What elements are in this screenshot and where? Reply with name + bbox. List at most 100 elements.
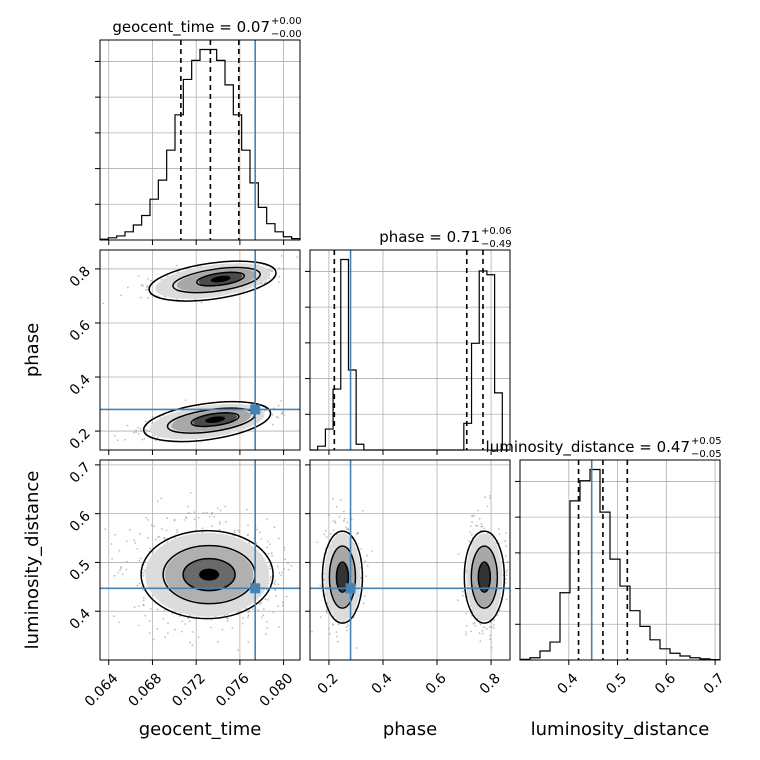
sample-point <box>140 284 143 286</box>
sample-point <box>197 636 200 638</box>
density-fill-inner <box>336 563 349 592</box>
sample-point <box>162 617 165 620</box>
sample-point <box>226 620 229 622</box>
sample-point <box>177 271 179 273</box>
sample-point <box>256 528 258 531</box>
sample-point <box>184 623 187 625</box>
sample-point <box>219 509 222 512</box>
histogram-luminosity_distance-bar <box>519 468 721 661</box>
sample-point <box>489 497 491 500</box>
title-luminosity_distance-main: luminosity_distance = 0.47 <box>486 438 690 457</box>
sample-point <box>144 420 147 423</box>
sample-point <box>329 533 332 535</box>
sample-point <box>237 529 240 532</box>
sample-point <box>138 582 141 585</box>
sample-point <box>272 611 275 614</box>
sample-point <box>258 531 261 534</box>
sample-point <box>493 619 495 622</box>
sample-point <box>346 528 348 531</box>
sample-point <box>211 511 214 514</box>
sample-point <box>154 538 157 541</box>
sample-point <box>142 597 145 599</box>
title-geocent_time-main: geocent_time = 0.07 <box>112 18 270 37</box>
sample-point <box>135 431 138 434</box>
sample-point <box>337 623 340 626</box>
sample-point <box>188 614 191 617</box>
sample-point <box>283 549 286 551</box>
sample-point <box>140 430 143 432</box>
sample-point <box>260 538 263 540</box>
sample-point <box>233 531 236 534</box>
sample-point <box>137 426 140 429</box>
density-fill-peak <box>199 568 220 581</box>
sample-point <box>471 514 473 517</box>
sample-point <box>156 627 159 630</box>
sample-point <box>260 601 263 604</box>
sample-point <box>152 550 154 553</box>
sample-point <box>488 626 491 628</box>
sample-point <box>479 640 482 642</box>
y-tick-label-luminosity_distance: 0.5 <box>67 557 94 584</box>
sample-point <box>469 531 471 534</box>
sample-point <box>197 516 200 519</box>
panel-geocent_time-vs-phase-marks <box>102 255 299 443</box>
x-tick-label-geocent_time: 0.064 <box>82 670 122 710</box>
sample-point <box>335 631 338 633</box>
contour-mid <box>172 266 261 294</box>
sample-point <box>180 630 183 633</box>
sample-point <box>181 620 184 623</box>
sample-point <box>264 633 267 636</box>
sample-point <box>148 620 151 622</box>
x-tick-label-phase: 0.2 <box>315 670 342 697</box>
sample-point <box>347 528 350 531</box>
sample-point <box>142 604 145 607</box>
sample-point <box>277 405 280 407</box>
sample-point <box>147 278 149 280</box>
y-tick-label-luminosity_distance: 0.7 <box>67 459 94 486</box>
sample-point <box>183 519 186 521</box>
sample-point <box>184 399 187 402</box>
sample-point <box>347 624 349 627</box>
sample-point <box>327 514 330 516</box>
sample-point <box>139 557 142 560</box>
sample-point <box>461 590 464 593</box>
title-luminosity_distance-upper: +0.05 <box>691 436 722 447</box>
sample-point <box>328 632 331 635</box>
sample-point <box>319 584 322 587</box>
sample-point <box>360 548 363 550</box>
sample-point <box>133 539 136 542</box>
sample-point <box>465 624 468 627</box>
sample-point <box>124 438 126 441</box>
sample-point <box>504 555 507 557</box>
x-tick-label-phase: 0.8 <box>477 670 504 697</box>
hist-phase-frame <box>309 249 511 451</box>
sample-point <box>158 536 161 538</box>
sample-point <box>470 630 472 633</box>
sample-point <box>166 517 169 520</box>
sample-point <box>285 595 288 598</box>
sample-point <box>248 610 251 613</box>
sample-point <box>290 565 293 567</box>
sample-point <box>478 517 481 520</box>
sample-point <box>127 286 129 289</box>
sample-point <box>457 553 460 555</box>
sample-point <box>176 531 178 533</box>
x-axis-label-phase: phase <box>383 719 437 740</box>
truth-marker <box>250 583 261 594</box>
sample-point <box>149 547 151 550</box>
sample-point <box>187 617 190 620</box>
sample-point <box>345 626 348 629</box>
sample-point <box>505 574 508 577</box>
sample-point <box>269 576 272 578</box>
sample-point <box>188 620 191 622</box>
sample-point <box>120 566 122 568</box>
sample-point <box>457 599 459 602</box>
sample-point <box>319 616 322 619</box>
panel-geocent_time-vs-phase-frame <box>99 249 301 451</box>
y-tick-label-phase: 0.6 <box>67 317 94 344</box>
sample-point <box>273 526 276 529</box>
sample-point <box>111 558 113 560</box>
sample-point <box>120 567 122 570</box>
sample-point <box>283 546 286 549</box>
